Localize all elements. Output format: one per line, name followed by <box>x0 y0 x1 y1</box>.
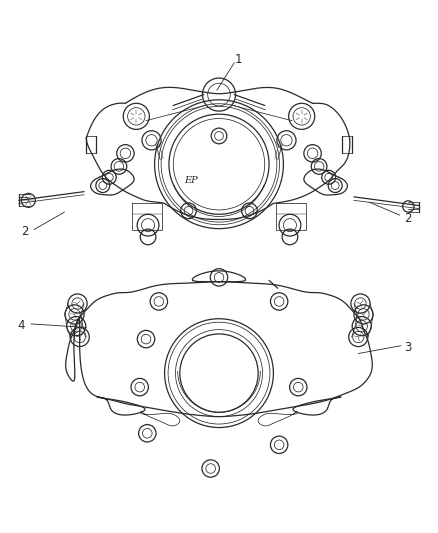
Text: 1: 1 <box>235 53 242 66</box>
Text: 4: 4 <box>17 319 25 332</box>
Text: 3: 3 <box>405 341 412 353</box>
Text: 2: 2 <box>21 225 29 238</box>
Text: EP: EP <box>184 176 198 185</box>
Text: 2: 2 <box>405 212 412 225</box>
